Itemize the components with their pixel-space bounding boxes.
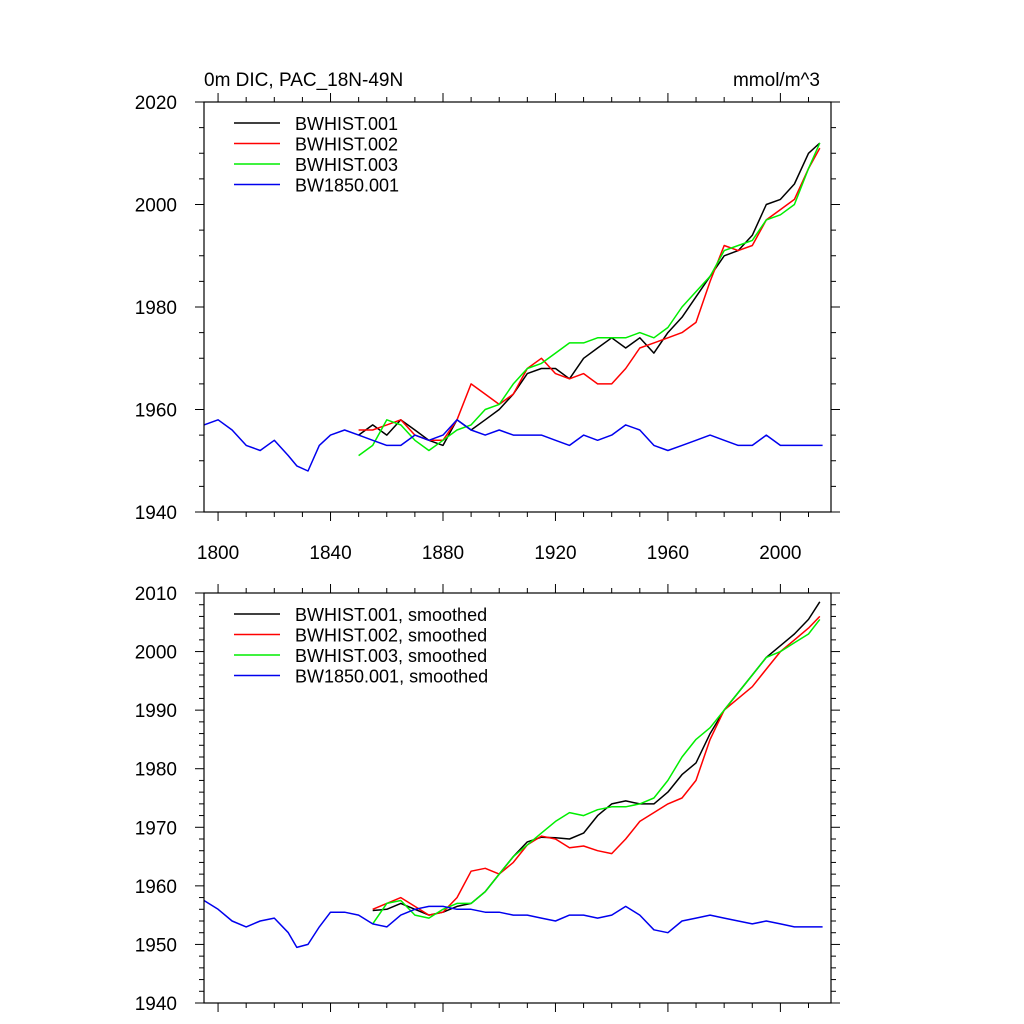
legend-label: BWHIST.001 bbox=[295, 114, 398, 134]
series-line bbox=[358, 142, 821, 457]
y-tick-label: 1970 bbox=[135, 818, 177, 839]
y-tick-label: 2000 bbox=[135, 643, 177, 664]
y-tick-label: 2000 bbox=[135, 196, 177, 217]
legend-label: BW1850.001, smoothed bbox=[295, 667, 488, 687]
bottom-series-lines bbox=[203, 601, 823, 949]
x-tick-label: 2000 bbox=[759, 543, 801, 564]
y-tick-label: 1990 bbox=[135, 701, 177, 722]
y-tick-label: 1960 bbox=[135, 877, 177, 898]
y-tick-label: 2020 bbox=[135, 93, 177, 114]
top-panel-title: 0m DIC, PAC_18N-49N bbox=[204, 70, 403, 91]
legend-label: BWHIST.002 bbox=[295, 135, 398, 155]
x-tick-label: 1840 bbox=[309, 543, 351, 564]
legend-label: BWHIST.003, smoothed bbox=[295, 646, 487, 666]
y-tick-label: 1980 bbox=[135, 760, 177, 781]
top-panel: 0m DIC, PAC_18N-49N mmol/m^3 BWHIST.001B… bbox=[135, 70, 840, 564]
x-tick-label: 1880 bbox=[422, 543, 464, 564]
legend-label: BWHIST.002, smoothed bbox=[295, 626, 487, 646]
top-panel-units: mmol/m^3 bbox=[733, 70, 820, 91]
x-tick-label: 1800 bbox=[197, 543, 239, 564]
x-tick-label: 1960 bbox=[647, 543, 689, 564]
y-tick-label: 2010 bbox=[135, 584, 177, 605]
y-tick-label: 1960 bbox=[135, 401, 177, 422]
y-tick-label: 1940 bbox=[135, 994, 177, 1015]
series-line bbox=[358, 147, 821, 442]
top-plot-frame bbox=[203, 101, 832, 513]
legend-label: BWHIST.003 bbox=[295, 155, 398, 175]
top-axis-ticks bbox=[195, 93, 840, 521]
series-line bbox=[203, 899, 823, 949]
y-tick-label: 1980 bbox=[135, 298, 177, 319]
bottom-plot-frame bbox=[203, 592, 832, 1004]
x-tick-label: 1920 bbox=[534, 543, 576, 564]
top-series-lines bbox=[203, 142, 823, 472]
bottom-axis-ticks bbox=[195, 584, 840, 1012]
series-line bbox=[358, 142, 821, 447]
bottom-tick-labels: 1940 1950 1960 1970 1980 1990 2000 2010 bbox=[135, 584, 177, 1015]
legend-label: BWHIST.001, smoothed bbox=[295, 605, 487, 625]
legend-label: BW1850.001 bbox=[295, 176, 399, 196]
series-line bbox=[203, 419, 823, 472]
top-tick-labels: 1800 1840 1880 1920 1960 2000 1940 1960 1980 2000… bbox=[135, 93, 802, 564]
y-tick-label: 1940 bbox=[135, 503, 177, 524]
y-tick-label: 1950 bbox=[135, 935, 177, 956]
